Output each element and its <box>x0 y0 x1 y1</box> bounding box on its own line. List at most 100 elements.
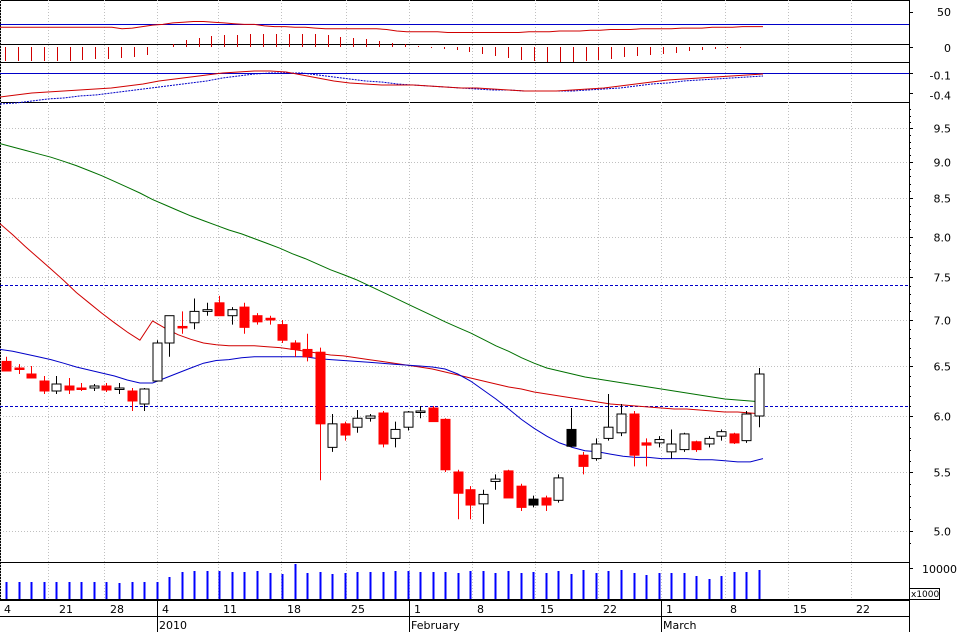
candle-body <box>76 387 87 390</box>
candle-body <box>679 433 690 451</box>
volume-unit-label: x1000 <box>911 590 940 600</box>
candle-body <box>64 385 75 391</box>
macd-signal-line <box>0 72 764 105</box>
date-tick-label: 11 <box>223 603 237 616</box>
candle-body <box>139 388 150 405</box>
panel-frames <box>0 0 910 632</box>
period-label: February <box>411 619 460 632</box>
date-tick-label: 15 <box>540 603 554 616</box>
candle-body <box>265 317 276 321</box>
candle-body <box>465 489 476 506</box>
rsi-tick-label: 50 <box>937 6 951 19</box>
candle-body <box>177 325 188 329</box>
date-tick-label: 21 <box>59 603 73 616</box>
candle-body <box>365 415 376 419</box>
volume-tick-label: 10000 <box>922 563 957 576</box>
period-label: March <box>663 619 697 632</box>
candle-body <box>428 407 439 423</box>
price-tick-label: 6.0 <box>934 411 952 424</box>
candle-body <box>741 413 752 442</box>
rsi-line <box>0 21 763 33</box>
candle-body <box>553 477 564 501</box>
candle-body <box>729 433 740 444</box>
candlesticks <box>1 295 765 524</box>
candle-body <box>14 367 25 370</box>
candle-body <box>239 306 250 328</box>
date-tick-label: 8 <box>477 603 484 616</box>
date-tick-label: 22 <box>603 603 617 616</box>
price-tick-label: 7.0 <box>934 315 952 328</box>
price-tick-label: 8.5 <box>934 193 952 206</box>
candle-body <box>378 412 389 445</box>
moving-average-short <box>0 348 764 463</box>
candle-body <box>227 309 238 317</box>
indicator-lines <box>0 21 764 463</box>
volume-unit-box <box>909 588 940 600</box>
price-tick-label: 5.5 <box>934 467 952 480</box>
candle-body <box>591 443 602 460</box>
price-tick-label: 8.0 <box>934 232 952 245</box>
candle-body <box>390 428 401 439</box>
candle-body <box>516 485 527 508</box>
candle-body <box>716 431 727 437</box>
candle-body <box>214 302 225 317</box>
candle-body <box>89 385 100 389</box>
candle-body <box>629 413 640 456</box>
date-tick-label: 15 <box>793 603 807 616</box>
candle-body <box>152 342 163 382</box>
grid-lines <box>0 0 909 600</box>
date-tick-label: 1 <box>666 603 673 616</box>
candle-body <box>541 497 552 506</box>
candle-body <box>415 410 426 413</box>
price-tick-label: 9.0 <box>934 157 952 170</box>
date-tick-label: 8 <box>730 603 737 616</box>
date-tick-label: 4 <box>4 603 11 616</box>
candle-body <box>26 373 37 379</box>
candle-body <box>51 383 62 392</box>
period-label: 2010 <box>159 619 187 632</box>
axis-labels: 5.0 5.5 6.0 6.5 7.0 7.5 8.0 8.5 9.0 9.5 50 0 -0.1 -0.… <box>4 6 957 632</box>
candle-body <box>503 470 514 499</box>
candle-body <box>453 471 464 494</box>
candle-body <box>114 387 125 390</box>
candle-body <box>691 441 702 451</box>
date-tick-label: 4 <box>162 603 169 616</box>
candle-body <box>202 309 213 312</box>
candle-body <box>616 413 627 434</box>
candle-body <box>189 310 200 324</box>
candle-body <box>754 373 765 417</box>
macd-line <box>0 70 764 98</box>
candle-body <box>641 442 652 446</box>
moving-average-long <box>0 143 764 403</box>
candle-body <box>340 423 351 436</box>
candle-body <box>101 385 112 391</box>
macd-tick-label: -0.4 <box>930 90 951 103</box>
volume-bars <box>5 34 761 599</box>
price-tick-label: 9.5 <box>934 123 952 136</box>
date-tick-label: 1 <box>414 603 421 616</box>
date-tick-label: 18 <box>287 603 301 616</box>
plot-frame <box>0 0 910 600</box>
moving-average-mid <box>0 223 764 415</box>
macd-tick-label: -0.1 <box>930 70 951 83</box>
price-tick-label: 6.5 <box>934 361 952 374</box>
candle-body <box>478 493 489 505</box>
candle-body <box>490 478 501 482</box>
candle-body <box>578 454 589 467</box>
candle-body <box>252 315 263 323</box>
date-tick-label: 28 <box>110 603 124 616</box>
candle-body <box>277 324 288 341</box>
histogram-tick-label: 0 <box>944 42 951 55</box>
candle-body <box>666 443 677 453</box>
candle-body <box>290 342 301 350</box>
candle-body <box>352 417 363 428</box>
price-tick-label: 7.5 <box>934 272 952 285</box>
candle-body <box>39 380 50 392</box>
candle-body <box>315 351 326 425</box>
candle-body <box>566 428 577 447</box>
candle-body <box>403 411 414 428</box>
date-tick-label: 25 <box>351 603 365 616</box>
candle-body <box>302 348 313 358</box>
candle-body <box>440 418 451 471</box>
candle-body <box>528 498 539 506</box>
